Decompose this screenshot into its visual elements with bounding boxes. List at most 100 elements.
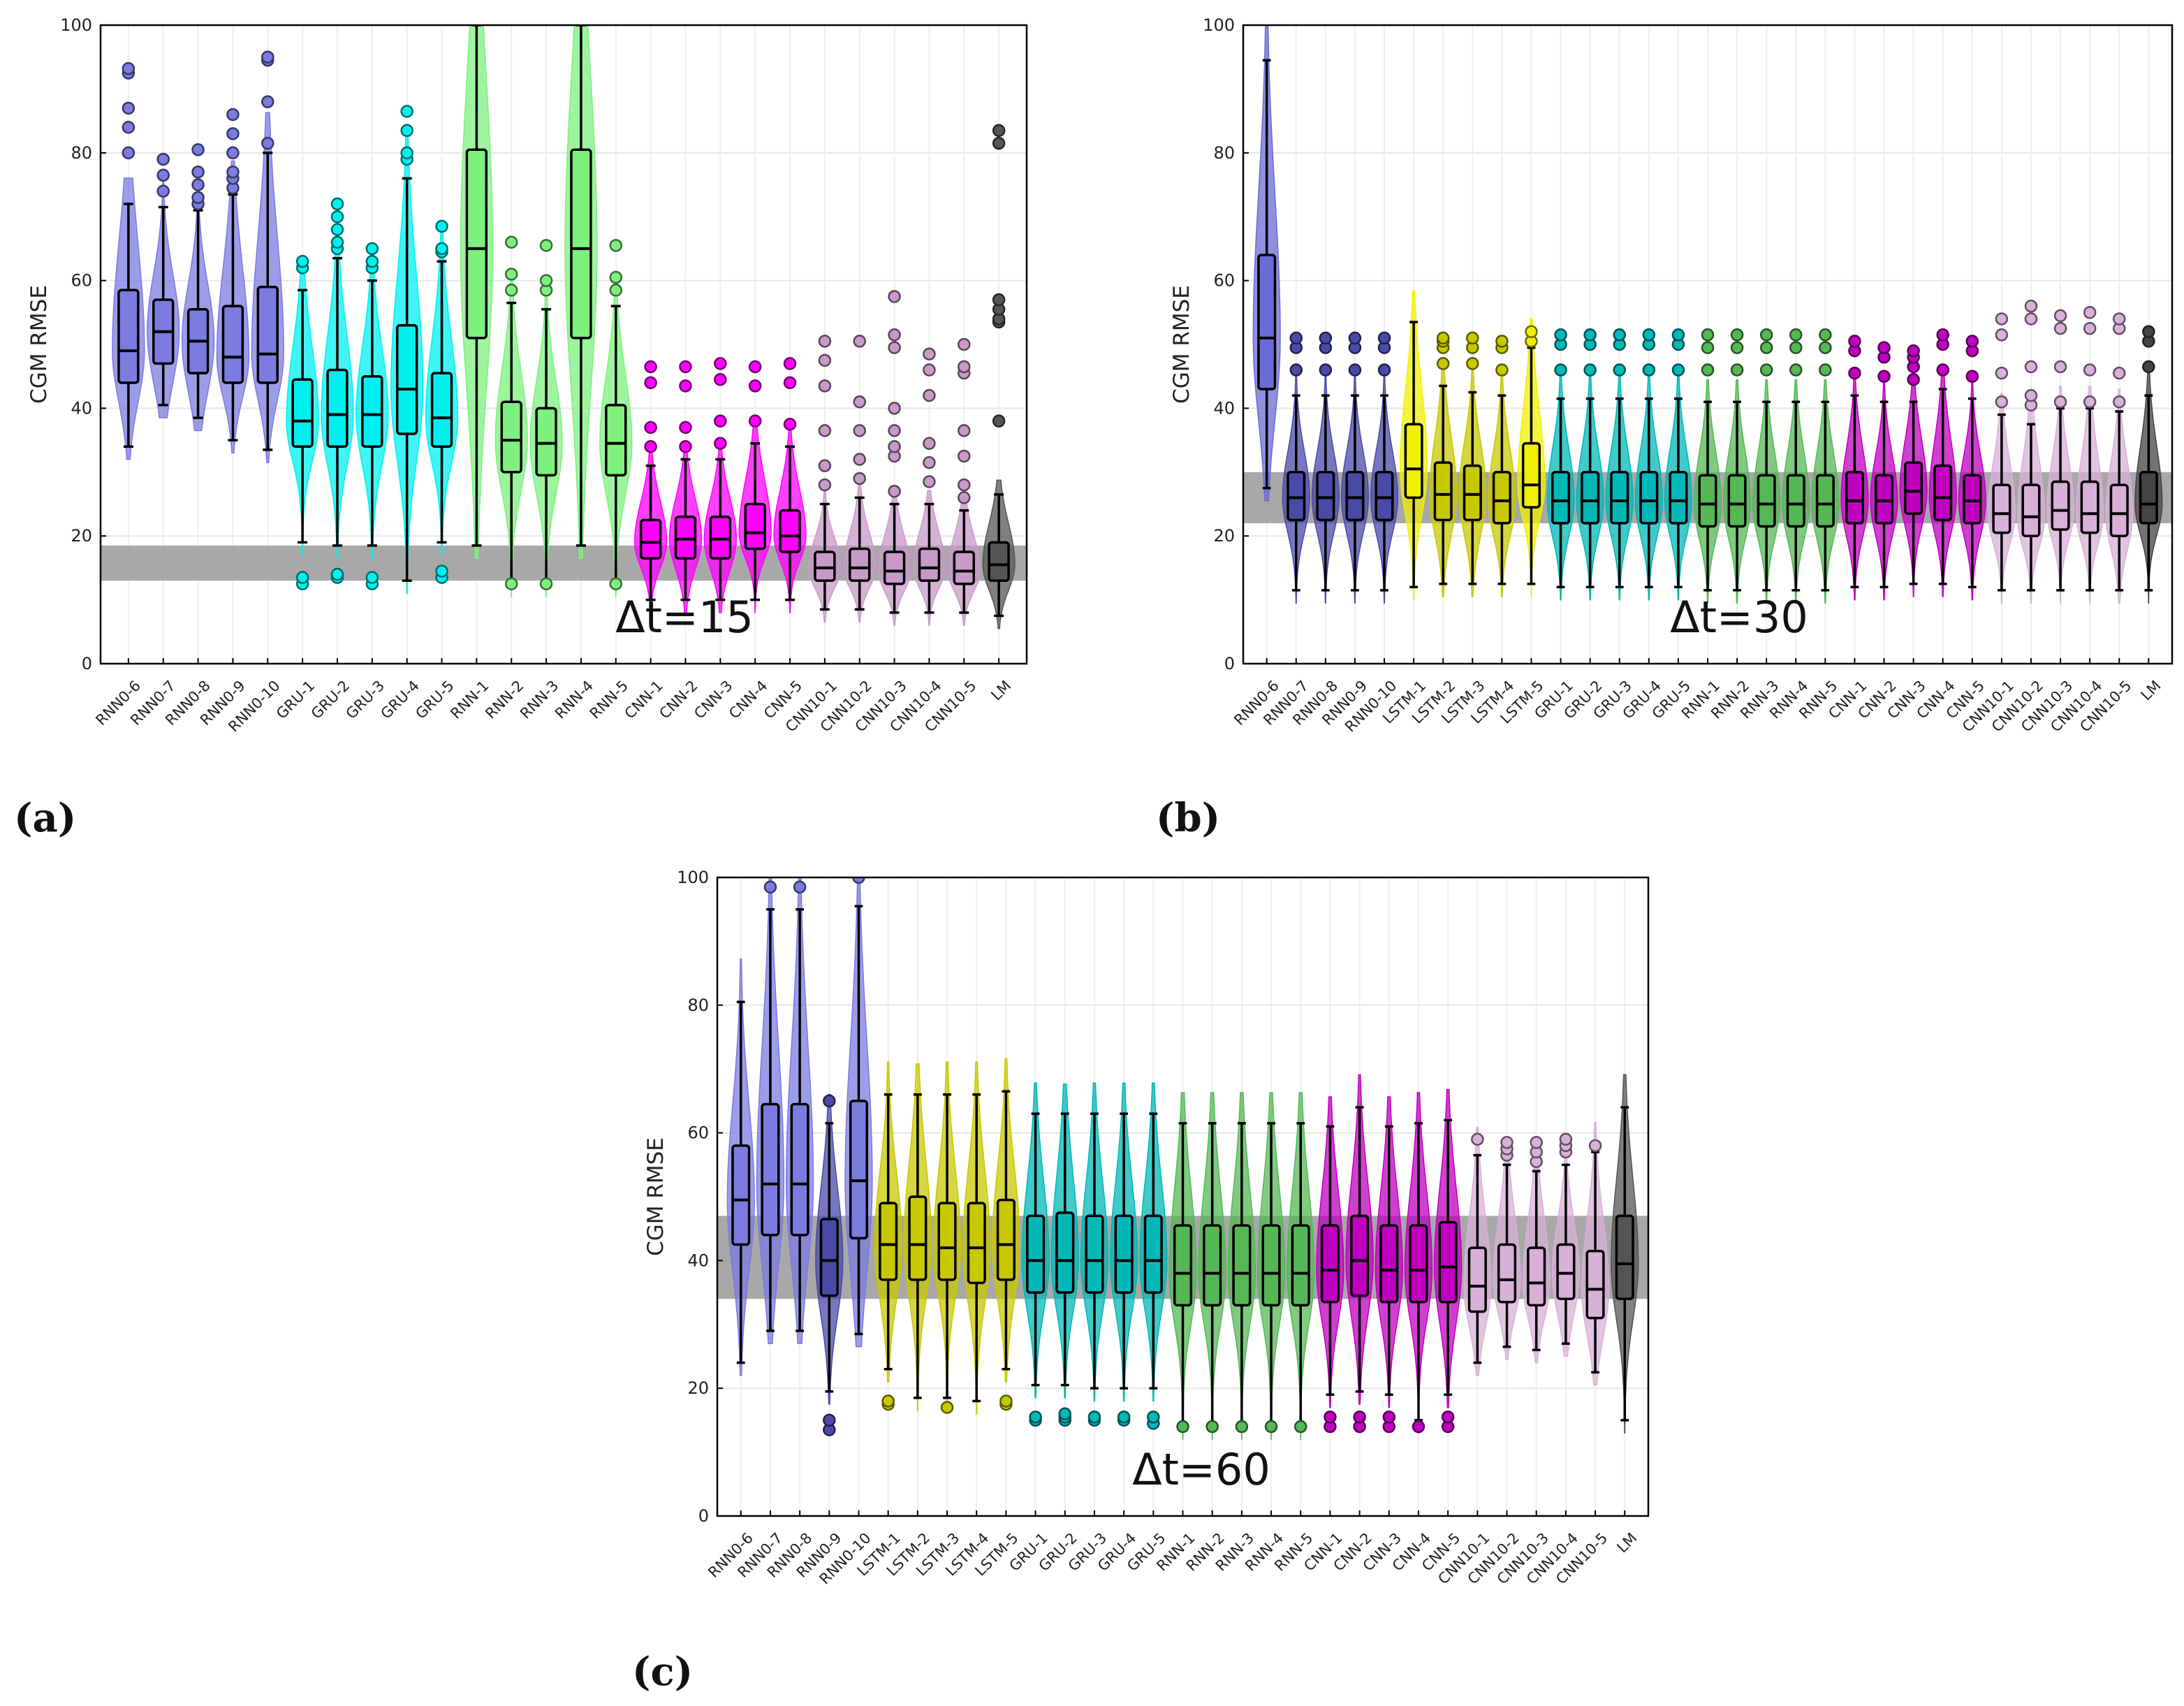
- x-tick-label: RNN-1: [447, 677, 492, 722]
- outlier-point: [748, 360, 762, 374]
- y-axis-label: CGM RMSE: [27, 285, 52, 404]
- box-RNN-2: [1727, 474, 1747, 528]
- outlier-point: [888, 341, 901, 354]
- outlier-point: [823, 1094, 836, 1108]
- outlier-point: [1583, 363, 1597, 377]
- outlier-point: [888, 402, 901, 415]
- box-GRU-3: [361, 374, 383, 448]
- outlier-point: [2083, 395, 2097, 409]
- y-axis-label: CGM RMSE: [1169, 285, 1194, 404]
- outlier-point: [435, 564, 448, 578]
- outlier-point: [1382, 1410, 1396, 1424]
- y-tick-label: 80: [71, 143, 92, 163]
- outlier-point: [400, 105, 413, 118]
- outlier-point: [1759, 341, 1773, 354]
- outlier-point: [714, 373, 727, 386]
- box-LSTM-2: [1433, 461, 1453, 522]
- y-tick-label: 40: [1213, 398, 1235, 418]
- box-CNN10-3: [883, 551, 906, 585]
- outlier-point: [1936, 363, 1949, 377]
- outlier-point: [1819, 363, 1832, 377]
- box-RNN-2: [500, 400, 522, 474]
- outlier-point: [1348, 363, 1362, 377]
- plot-area: [726, 877, 1639, 1441]
- outlier-point: [539, 239, 553, 252]
- box-RNN-5: [1815, 474, 1835, 528]
- box-CNN10-1: [814, 551, 836, 582]
- outlier-point: [958, 424, 971, 437]
- outlier-point: [365, 254, 379, 268]
- box-RNN0-9: [1345, 471, 1365, 522]
- outlier-point: [853, 395, 866, 409]
- outlier-point: [1965, 370, 1979, 383]
- box-GRU-5: [1669, 471, 1688, 525]
- outlier-point: [1819, 341, 1832, 354]
- outlier-point: [793, 880, 807, 894]
- outlier-point: [1588, 1139, 1602, 1153]
- box-RNN0-9: [819, 1218, 839, 1297]
- outlier-point: [330, 197, 344, 211]
- outlier-point: [1701, 328, 1715, 342]
- outlier-point: [156, 168, 170, 182]
- outlier-point: [763, 880, 777, 894]
- outlier-point: [1466, 331, 1479, 345]
- outlier-point: [1289, 331, 1303, 345]
- outlier-point: [748, 414, 762, 428]
- outlier-point: [958, 449, 971, 463]
- panel-label: (b): [1156, 795, 1220, 841]
- outlier-point: [1730, 341, 1744, 354]
- outlier-point: [1377, 331, 1391, 345]
- outlier-point: [1877, 341, 1891, 354]
- outlier-point: [1436, 357, 1450, 370]
- box-LSTM-1: [879, 1202, 898, 1281]
- outlier-point: [261, 136, 274, 150]
- outlier-point: [365, 571, 379, 584]
- outlier-point: [1412, 1420, 1426, 1434]
- box-CNN-4: [744, 502, 766, 551]
- outlier-point: [1319, 331, 1333, 345]
- chart-panel-1: RNN0-6RNN0-7RNN0-8RNN0-9RNN0-10GRU-1GRU-…: [14, 15, 1028, 841]
- box-RNN0-8: [1316, 471, 1335, 522]
- outlier-point: [644, 421, 657, 435]
- x-tick-label: LM: [988, 677, 1014, 703]
- outlier-point: [609, 577, 623, 590]
- outlier-point: [191, 143, 205, 156]
- outlier-point: [1936, 328, 1949, 342]
- outlier-point: [1759, 328, 1773, 342]
- outlier-point: [1324, 1410, 1337, 1424]
- box-CNN-3: [1379, 1224, 1399, 1304]
- outlier-point: [923, 475, 936, 488]
- box-RNN-4: [1261, 1224, 1281, 1307]
- outlier-point: [504, 284, 518, 297]
- box-GRU-4: [1114, 1214, 1134, 1294]
- outlier-point: [2112, 395, 2126, 409]
- outlier-point: [1701, 363, 1715, 377]
- outlier-point: [999, 1394, 1013, 1408]
- box-CNN10-3: [1527, 1246, 1546, 1307]
- y-tick-label: 60: [1213, 271, 1235, 291]
- outlier-point: [818, 379, 832, 393]
- chart-panel-3: RNN0-6RNN0-7RNN0-8RNN0-9RNN0-10LSTM-1LST…: [632, 868, 1650, 1695]
- outlier-point: [2024, 388, 2038, 402]
- outlier-point: [122, 120, 135, 134]
- outlier-point: [1848, 366, 1861, 380]
- outlier-point: [992, 293, 1006, 307]
- outlier-point: [609, 284, 623, 297]
- plot-frame: [1242, 24, 2174, 665]
- x-tick-label: LM: [1613, 1529, 1640, 1556]
- outlier-point: [748, 379, 762, 393]
- outlier-point: [940, 1401, 954, 1414]
- y-tick-label: 40: [687, 1251, 709, 1270]
- outlier-point: [2142, 360, 2155, 374]
- outlier-point: [1319, 363, 1333, 377]
- box-GRU-2: [1581, 471, 1600, 525]
- outlier-point: [226, 165, 240, 179]
- outlier-point: [1613, 363, 1626, 377]
- box-RNN0-10: [849, 1100, 869, 1240]
- outlier-point: [226, 127, 240, 140]
- y-axis-label: CGM RMSE: [643, 1137, 668, 1256]
- outlier-point: [1466, 357, 1479, 370]
- outlier-point: [818, 335, 832, 348]
- outlier-point: [1995, 395, 2009, 409]
- outlier-point: [2083, 306, 2097, 319]
